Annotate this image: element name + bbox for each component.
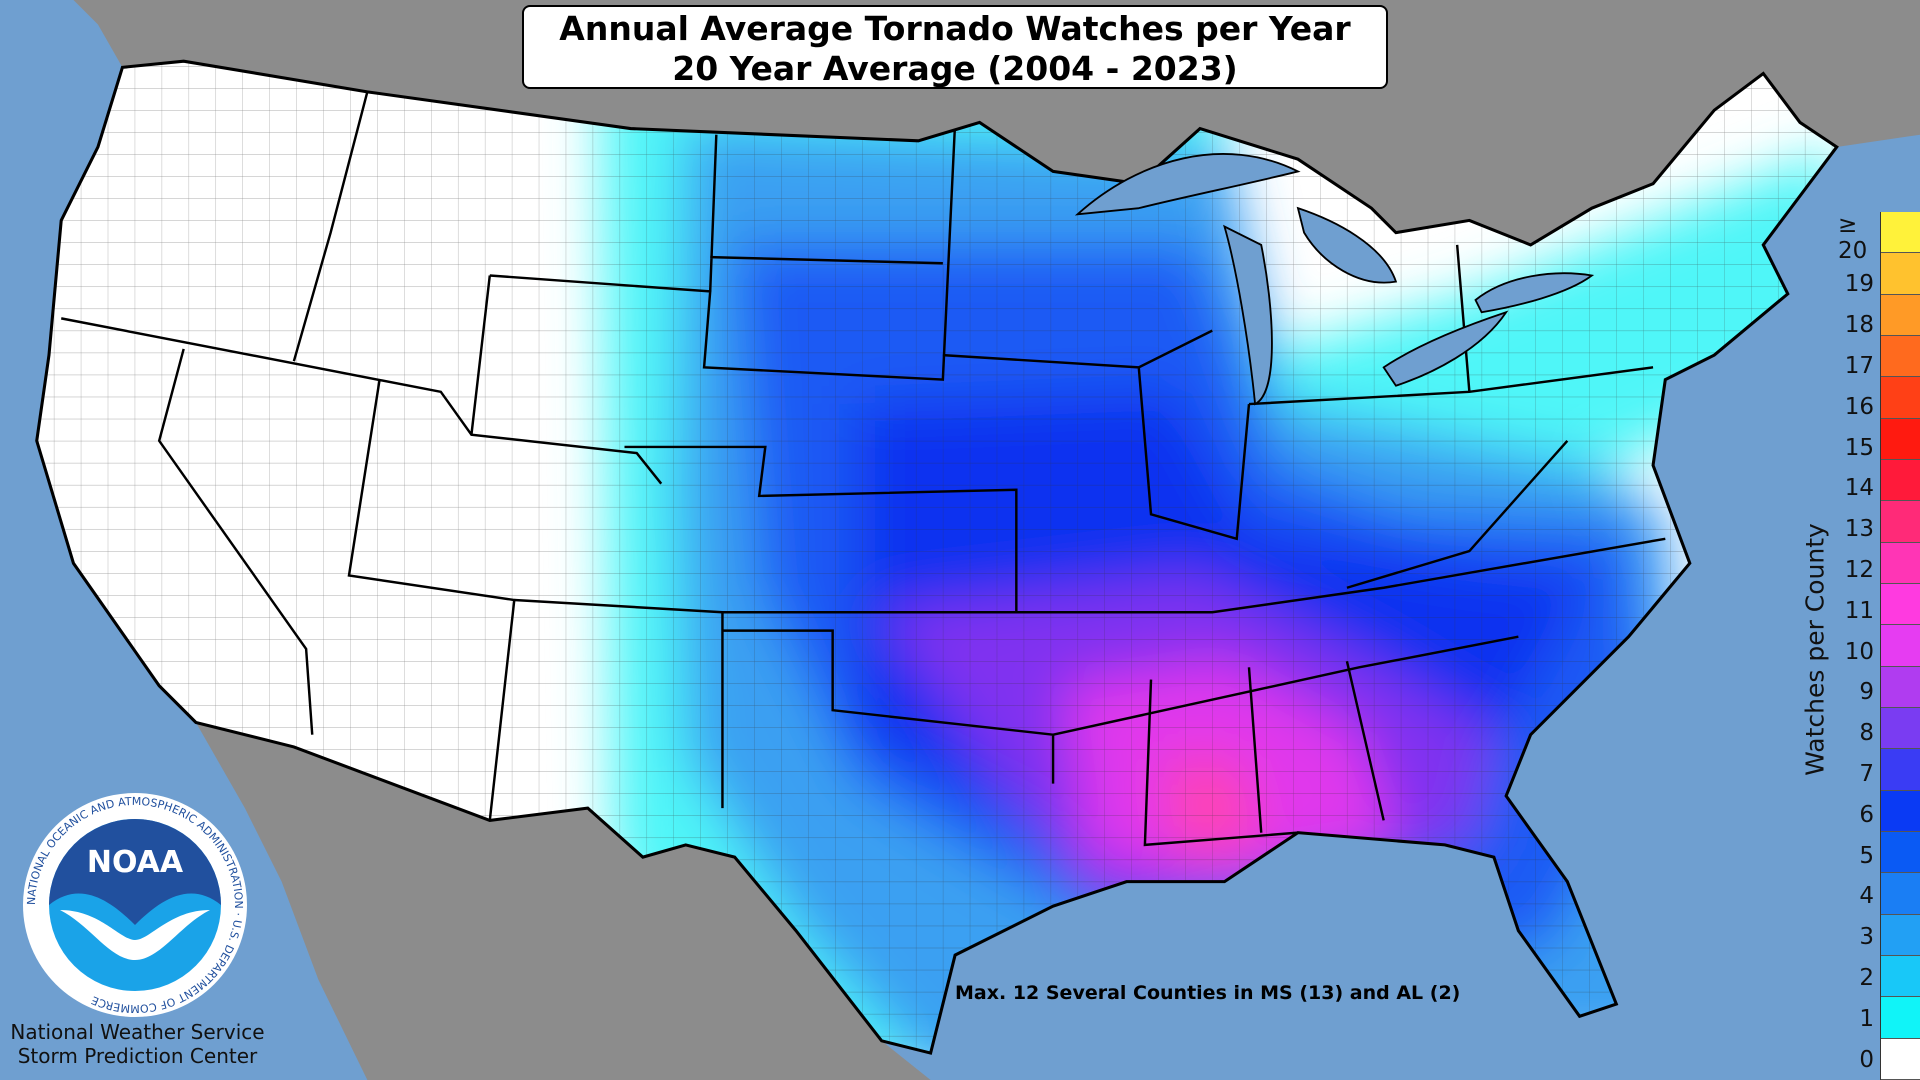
legend-label: 16	[1844, 393, 1874, 420]
legend-label: 19	[1844, 271, 1874, 298]
legend-label: 18	[1844, 312, 1874, 339]
legend-title: Watches per County	[1800, 523, 1830, 776]
legend-swatch	[1881, 666, 1920, 708]
legend-label: 9	[1859, 679, 1874, 706]
legend-swatch	[1881, 955, 1920, 998]
noaa-logo: NOAA NATIONAL OCEANIC AND ATMOSPHERIC AD…	[23, 793, 247, 1017]
legend-swatch	[1881, 625, 1920, 667]
legend-swatch	[1881, 212, 1920, 254]
title-line-2: 20 Year Average (2004 - 2023)	[672, 49, 1238, 88]
legend-label: 3	[1859, 924, 1874, 951]
legend-labels: ≥ 20 19 18 17 16 15 14 13 12 11 10 9 8 7 6 5 4 3 2 1 0	[1838, 212, 1880, 1080]
legend-swatch	[1881, 294, 1920, 336]
legend-swatch	[1881, 790, 1920, 832]
max-annotation: Max. 12 Several Counties in MS (13) and …	[955, 982, 1461, 1004]
legend-swatch	[1881, 873, 1920, 915]
legend-swatch	[1881, 1038, 1920, 1080]
legend-label: 2	[1859, 964, 1874, 991]
legend-label: 12	[1844, 556, 1874, 583]
color-legend	[1880, 212, 1920, 1080]
legend-swatch	[1881, 707, 1920, 750]
legend-label: 14	[1844, 475, 1874, 502]
legend-label: 5	[1859, 842, 1874, 869]
legend-label: 6	[1859, 801, 1874, 828]
legend-swatch	[1881, 749, 1920, 791]
legend-swatch	[1881, 914, 1920, 956]
legend-label: 15	[1844, 434, 1874, 461]
legend-label: ≥ 20	[1838, 212, 1868, 264]
legend-swatch	[1881, 583, 1920, 626]
svg-text:NOAA: NOAA	[87, 845, 184, 880]
legend-label: 0	[1859, 1046, 1874, 1073]
legend-label: 10	[1844, 638, 1874, 665]
map-title: Annual Average Tornado Watches per Year …	[522, 5, 1388, 89]
credit-nws: National Weather Service	[10, 1020, 265, 1044]
legend-label: 13	[1844, 516, 1874, 543]
us-outline	[35, 59, 1839, 1055]
legend-label: 11	[1844, 597, 1874, 624]
legend-label: 4	[1859, 883, 1874, 910]
legend-swatch	[1881, 831, 1920, 874]
legend-swatch	[1881, 501, 1920, 543]
great-lakes	[1074, 153, 1595, 406]
legend-swatch	[1881, 459, 1920, 502]
legend-label: 7	[1859, 760, 1874, 787]
state-borders	[60, 91, 1666, 847]
legend-label: 1	[1859, 1005, 1874, 1032]
legend-label: 17	[1844, 352, 1874, 379]
credit-spc: Storm Prediction Center	[17, 1044, 258, 1068]
legend-swatch	[1881, 253, 1920, 295]
title-line-1: Annual Average Tornado Watches per Year	[559, 9, 1351, 48]
mexico-landmass	[195, 722, 931, 1080]
legend-swatch	[1881, 418, 1920, 460]
legend-swatch	[1881, 377, 1920, 419]
legend-swatch	[1881, 335, 1920, 378]
legend-swatch	[1881, 997, 1920, 1039]
legend-label: 8	[1859, 720, 1874, 747]
legend-swatch	[1881, 542, 1920, 584]
